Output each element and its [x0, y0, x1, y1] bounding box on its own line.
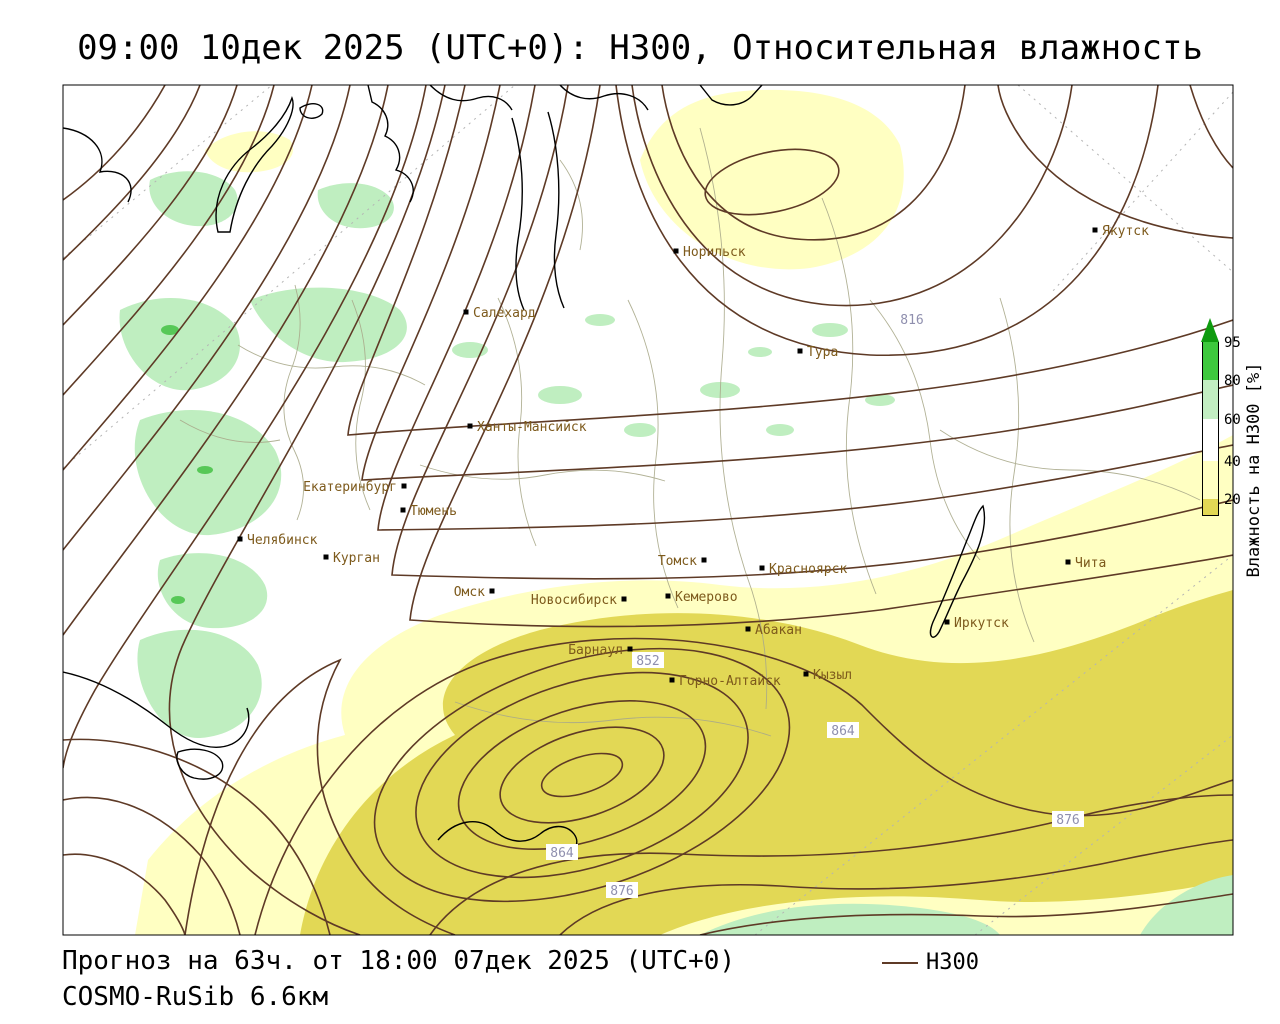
- city-label: Ханты-Мансийск: [477, 420, 587, 435]
- colorbar-tick-label: 20: [1224, 492, 1241, 508]
- city-label: Томск: [658, 554, 697, 569]
- contour-value-label: 864: [550, 846, 574, 861]
- city-label: Якутск: [1102, 224, 1149, 239]
- city-label: Омск: [454, 585, 485, 600]
- contour-label-bg: [546, 844, 578, 860]
- city-marker: [237, 536, 243, 542]
- cities-layer: Якутск Норильск Салехард Тура Ханты-Мансийск…: [237, 224, 1149, 689]
- map-frame: [62, 84, 1234, 936]
- city-label: Иркутск: [954, 616, 1009, 631]
- city-marker: [1065, 559, 1071, 565]
- city-marker: [797, 348, 803, 354]
- contour-value-label: 864: [831, 724, 855, 739]
- city-label: Красноярск: [769, 562, 847, 577]
- city-marker: [621, 596, 627, 602]
- city-label: Норильск: [683, 245, 746, 260]
- contour-label-bg: [632, 652, 664, 668]
- city-label: Курган: [333, 551, 380, 566]
- city-marker: [1092, 227, 1098, 233]
- colorbar-tick-label: 40: [1224, 454, 1241, 470]
- city-label: Абакан: [755, 623, 802, 638]
- colorbar-up-arrow-icon: [1201, 318, 1219, 342]
- city-marker: [627, 646, 633, 652]
- city-label: Кемерово: [675, 590, 738, 605]
- graticule-layer: [63, 85, 1233, 935]
- colorbar-segments: [1202, 342, 1219, 516]
- city-label: Кызыл: [813, 668, 852, 683]
- city-marker: [673, 248, 679, 254]
- forecast-info-text: Прогноз на 63ч. от 18:00 07дек 2025 (UTC…: [62, 946, 736, 976]
- city-label: Чита: [1075, 556, 1106, 571]
- city-marker: [489, 588, 495, 594]
- colorbar-segment: [1203, 342, 1218, 380]
- colorbar-tick-label: 80: [1224, 373, 1241, 389]
- contour-labels-layer: 816 852 864 864 876 876: [546, 311, 1084, 899]
- contour-label-bg: [606, 882, 638, 898]
- humidity-shading-layer: [119, 89, 1233, 935]
- city-label: Екатеринбург: [303, 480, 397, 495]
- contour-value-label: 852: [636, 654, 659, 669]
- city-label: Тура: [807, 345, 838, 360]
- colorbar: 95 80 60 40 20: [1201, 318, 1241, 516]
- contour-value-label: 816: [900, 313, 923, 328]
- city-label: Барнаул: [568, 643, 623, 658]
- city-marker: [665, 593, 671, 599]
- contour-label-bg: [1052, 811, 1084, 827]
- colorbar-tick-label: 60: [1224, 412, 1241, 428]
- colorbar-segment: [1203, 380, 1218, 419]
- city-marker: [745, 626, 751, 632]
- h300-line-sample-icon: [882, 961, 918, 964]
- city-label: Челябинск: [247, 533, 318, 548]
- coastline-layer: [63, 85, 986, 857]
- colorbar-segment: [1203, 419, 1218, 461]
- city-label: Тюмень: [410, 504, 457, 519]
- colorbar-segment: [1203, 461, 1218, 499]
- city-marker: [463, 309, 469, 315]
- contour-value-label: 876: [1056, 813, 1079, 828]
- city-marker: [944, 619, 950, 625]
- contour-label-bg: [896, 311, 928, 327]
- contour-layer: [63, 85, 1233, 935]
- city-marker: [400, 507, 406, 513]
- city-label: Салехард: [473, 306, 536, 321]
- model-name-text: COSMO-RuSib 6.6км: [62, 982, 329, 1012]
- contour-label-bg: [827, 722, 859, 738]
- contour-legend: H300: [882, 950, 979, 975]
- city-marker: [701, 557, 707, 563]
- city-label: Горно-Алтайск: [679, 674, 781, 689]
- page-title: 09:00 10дек 2025 (UTC+0): H300, Относите…: [77, 28, 1203, 68]
- city-marker: [669, 677, 675, 683]
- city-marker: [803, 671, 809, 677]
- contour-value-label: 876: [610, 884, 633, 899]
- colorbar-tick-label: 95: [1224, 335, 1241, 351]
- city-marker: [467, 423, 473, 429]
- city-label: Новосибирск: [531, 593, 617, 608]
- city-marker: [323, 554, 329, 560]
- colorbar-axis-label: Влажность на H300 [%]: [1244, 362, 1264, 578]
- legend-label: H300: [926, 950, 979, 975]
- colorbar-segment: [1203, 499, 1218, 515]
- city-marker: [759, 565, 765, 571]
- city-marker: [401, 483, 407, 489]
